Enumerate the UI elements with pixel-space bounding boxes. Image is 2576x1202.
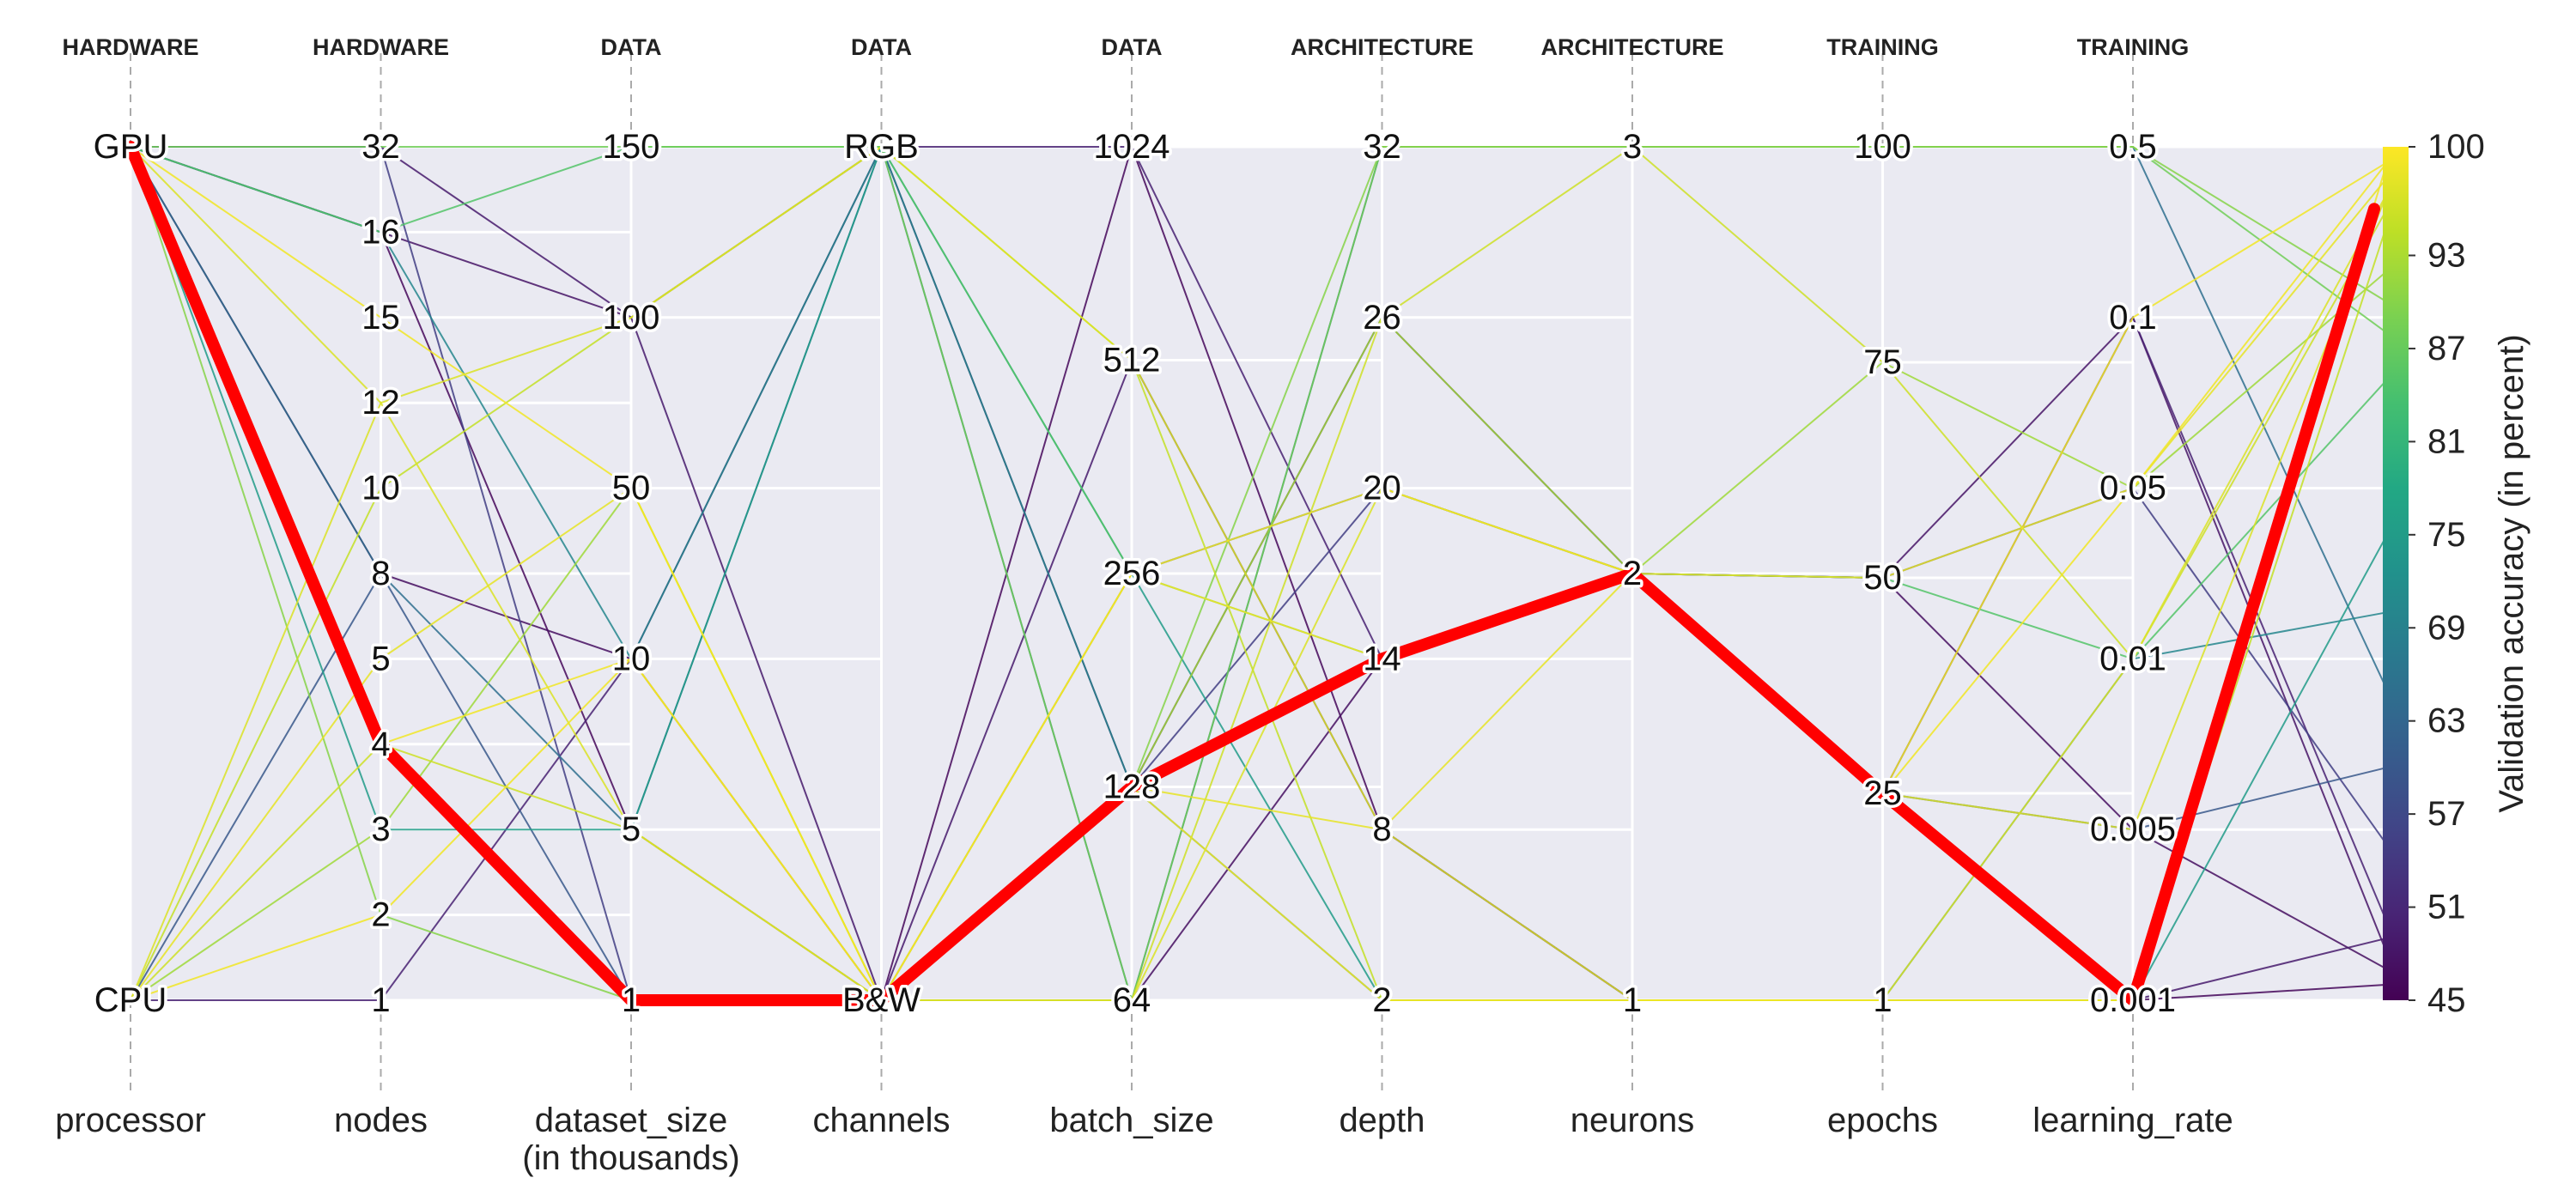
tick-label: 10 (612, 640, 651, 677)
tick-label: 100 (603, 299, 660, 337)
colorbar-tick-label: 93 (2427, 237, 2466, 275)
tick-label: 0.005 (2090, 810, 2176, 848)
colorbar-title: Validation accuracy (in percent) (2493, 334, 2530, 812)
data-line (130, 146, 2388, 1003)
colorbar-tick-label: 100 (2427, 128, 2485, 166)
data-line (130, 192, 2388, 1001)
tick-label: 50 (1863, 559, 1902, 597)
colorbar-tick-label: 57 (2427, 795, 2466, 833)
axis-name-line2: (in thousands) (522, 1139, 739, 1177)
data-line (130, 145, 2388, 1001)
data-line (130, 146, 2388, 1001)
axis-group-label: ARCHITECTURE (1541, 34, 1724, 60)
axis-name: channels (812, 1102, 950, 1139)
tick-label: 32 (1363, 128, 1401, 166)
axis-name: nodes (334, 1102, 428, 1139)
tick-label: 128 (1103, 768, 1161, 806)
axis-names: processor nodes dataset_size(in thousands)… (55, 1102, 2233, 1177)
tick-label: 0.01 (2099, 640, 2166, 677)
highlighted-line (125, 141, 2380, 1006)
tick-label: 75 (1863, 343, 1902, 381)
axis-name: dataset_size (535, 1102, 728, 1139)
tick-label: 64 (1113, 981, 1151, 1019)
axis-name: batch_size (1049, 1102, 1213, 1139)
tick-label: 5 (371, 640, 390, 677)
axis-group-label: DATA (851, 34, 912, 60)
colorbar-ticks: 45 51 57 63 69 75 81 87 93 100 (2409, 128, 2485, 1019)
tick-label: RGB (844, 128, 919, 166)
tick-label: 1 (1873, 981, 1892, 1019)
axis-name: depth (1339, 1102, 1425, 1139)
tick-labels: CPUGPU1234581012151632151050100150B&WRGB… (90, 125, 2178, 1023)
axis-name: learning_rate (2032, 1102, 2233, 1139)
tick-label: 14 (1363, 640, 1401, 677)
axis-group-label: TRAINING (2077, 34, 2190, 60)
tick-label: 150 (603, 128, 660, 166)
tick-label: 0.1 (2109, 299, 2157, 337)
data-line (130, 270, 2388, 1002)
tick-label: 15 (361, 299, 400, 337)
tick-label: 2 (1372, 981, 1391, 1019)
data-lines (130, 143, 2388, 1004)
colorbar-tick-label: 45 (2427, 981, 2466, 1019)
tick-label: 50 (612, 470, 651, 507)
colorbar-tick-label: 69 (2427, 609, 2466, 647)
tick-label: 1024 (1094, 128, 1170, 166)
tick-label: CPU (94, 981, 167, 1019)
tick-label: 32 (361, 128, 400, 166)
tick-label: 16 (361, 213, 400, 251)
colorbar-tick-label: 75 (2427, 516, 2466, 554)
tick-label: 3 (371, 810, 390, 848)
tick-label: 8 (1372, 810, 1391, 848)
tick-label: 1 (1623, 981, 1642, 1019)
colorbar-tick-label: 81 (2427, 422, 2466, 460)
tick-label: 25 (1863, 774, 1902, 812)
colorbar-tick-label: 87 (2427, 330, 2466, 367)
tick-label: GPU (94, 128, 168, 166)
colorbar-tick-label: 63 (2427, 702, 2466, 740)
tick-label: 512 (1103, 342, 1161, 379)
axis-name: processor (55, 1102, 206, 1139)
tick-label: 12 (361, 384, 400, 422)
tick-label: 2 (371, 896, 390, 934)
tick-label: 2 (1623, 555, 1642, 592)
tick-label: 20 (1363, 470, 1401, 507)
axis-group-label: ARCHITECTURE (1291, 34, 1473, 60)
axis-group-labels: HARDWARE HARDWARE DATA DATA DATA ARCHITECTURE… (63, 34, 2190, 60)
tick-label: 0.001 (2090, 981, 2176, 1019)
colorbar-tick-label: 51 (2427, 889, 2466, 926)
tick-label: 8 (371, 555, 390, 592)
data-line (130, 146, 2388, 1002)
axis-group-label: HARDWARE (313, 34, 449, 60)
colorbar (2383, 147, 2409, 1000)
axis-name: neurons (1571, 1102, 1695, 1139)
tick-label: 1 (371, 981, 390, 1019)
data-line (130, 161, 2388, 1002)
tick-label: 4 (371, 725, 390, 763)
tick-label: 3 (1623, 128, 1642, 166)
axis-group-label: TRAINING (1826, 34, 1939, 60)
tick-label: 0.05 (2099, 470, 2166, 507)
tick-label: 5 (622, 810, 641, 848)
tick-label: 10 (361, 470, 400, 507)
axis-group-label: DATA (601, 34, 662, 60)
tick-label: 26 (1363, 299, 1401, 337)
axis-group-label: HARDWARE (63, 34, 199, 60)
tick-label: 256 (1103, 555, 1161, 592)
data-line (130, 177, 2388, 1002)
axis-name: epochs (1827, 1102, 1938, 1139)
axis-group-label: DATA (1102, 34, 1163, 60)
tick-label: 0.5 (2109, 128, 2157, 166)
tick-label: 100 (1854, 128, 1911, 166)
tick-label: B&W (842, 981, 920, 1019)
tick-label: 1 (622, 981, 641, 1019)
